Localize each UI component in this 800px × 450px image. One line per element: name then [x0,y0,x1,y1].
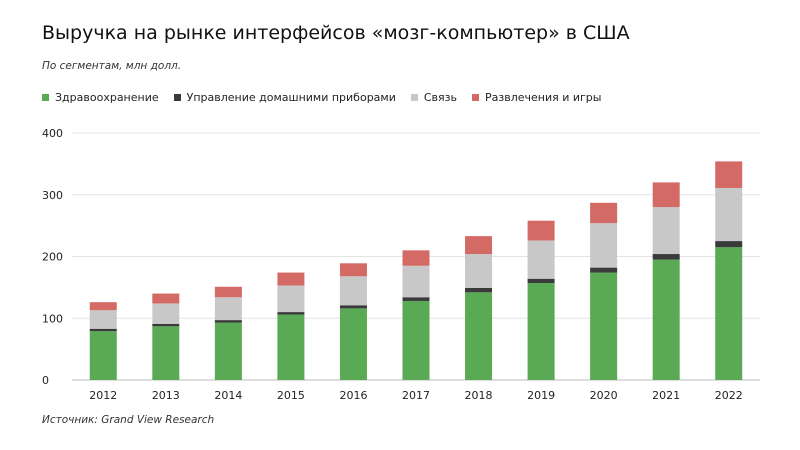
x-tick-label: 2016 [339,389,367,402]
bar-segment [89,310,117,329]
legend-item: Развлечения и игры [472,91,601,104]
bar-segment [715,187,743,242]
bar-segment [89,302,117,311]
bar-segment [214,286,242,298]
legend-swatch [42,94,49,101]
x-tick-label: 2014 [214,389,242,402]
bar-segment [402,250,430,266]
legend-item: Здравоохранение [42,91,159,104]
bar-segment [465,236,493,255]
x-tick-label: 2013 [152,389,180,402]
legend-item: Связь [410,91,457,104]
bar-segment [652,254,680,260]
bar-segment [590,272,618,380]
y-tick-label: 300 [42,189,63,202]
bar-segment [465,292,493,380]
legend-item: Управление домашними приборами [173,91,396,104]
y-tick-label: 400 [42,127,63,140]
y-tick-label: 200 [42,251,63,264]
bar-segment [652,182,680,208]
y-tick-label: 0 [42,374,49,387]
bar-segment [590,223,618,268]
bar-segment [277,312,305,315]
bar-segment [590,267,618,273]
legend-swatch [410,94,418,101]
legend-label: Управление домашними приборами [186,91,396,104]
bar-segment [652,259,680,380]
legend-swatch [173,94,181,101]
x-tick-label: 2018 [465,389,493,402]
bar-segment [277,314,305,380]
bars [89,161,743,380]
bar-segment [152,303,180,324]
bar-segment [214,322,242,380]
bar-segment [339,305,367,309]
x-axis-ticks: 2012 2013 2014 2015 2016 2017 2018 2019 2020 2021… [89,389,742,402]
bar-segment [214,320,242,323]
source-note: Источник: Grand View Research [42,414,215,426]
x-tick-label: 2022 [715,389,743,402]
x-tick-label: 2020 [590,389,618,402]
y-axis-ticks: 0 100 200 300 400 [42,127,63,387]
bar-segment [527,240,555,279]
bar-segment [277,272,305,286]
bar-segment [402,297,430,301]
legend-swatch [472,94,479,101]
bar-segment [527,278,555,284]
bar-segment [402,265,430,298]
chart-subtitle: По сегментам, млн долл. [42,60,182,72]
bar-segment [527,220,555,241]
bar-segment [715,247,743,380]
x-tick-label: 2015 [277,389,305,402]
bar-segment [339,276,367,306]
bar-segment [339,308,367,380]
legend-label: Связь [423,91,457,104]
x-tick-label: 2021 [652,389,680,402]
bar-segment [715,241,743,248]
bar-segment [152,323,180,327]
bar-segment [89,328,117,332]
bar-segment [527,283,555,380]
bar-segment [339,263,367,277]
bar-segment [465,287,493,293]
bar-segment [277,285,305,313]
chart-title: Выручка на рынке интерфейсов «мозг-компь… [42,22,630,44]
bar-segment [89,331,117,380]
bar-segment [652,207,680,255]
bar-segment [214,297,242,321]
legend-label: Здравоохранение [55,91,159,104]
legend-label: Развлечения и игры [485,91,602,104]
x-tick-label: 2019 [527,389,555,402]
bar-segment [402,300,430,380]
y-tick-label: 100 [42,312,63,325]
bar-segment [465,254,493,288]
bar-segment [715,161,743,188]
x-tick-label: 2012 [89,389,117,402]
bar-segment [152,326,180,380]
bar-segment [152,293,180,304]
bar-segment [590,202,618,224]
x-tick-label: 2017 [402,389,430,402]
legend: Здравоохранение Управление домашними приб… [42,91,616,104]
